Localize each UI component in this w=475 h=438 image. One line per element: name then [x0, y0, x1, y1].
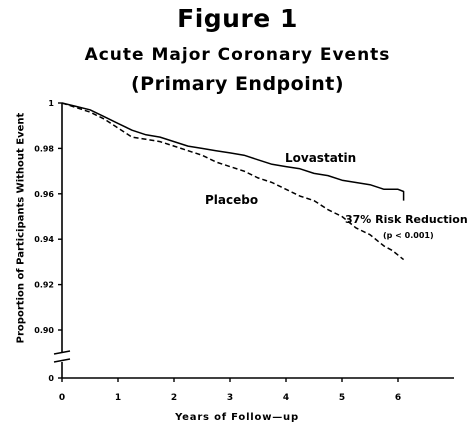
axis-break-mark: [53, 358, 71, 363]
y-axis-label: Proportion of Participants Without Event: [15, 112, 27, 344]
x-tick-label: 0: [59, 393, 65, 403]
series-label-placebo: Placebo: [205, 193, 258, 207]
axis-ticks: 1 0.98 0.96 0.94 0.92 0.90 0 0 1 2 3 4 5 6: [34, 99, 401, 403]
figure-label: Figure 1: [177, 4, 298, 33]
x-tick-label: 2: [171, 393, 177, 403]
x-tick-label: 6: [395, 393, 401, 403]
chart-title: Acute Major Coronary Events: [84, 45, 391, 65]
x-axis-label: Years of Follow—up: [175, 412, 299, 423]
y-tick-label: 0.94: [34, 235, 54, 244]
y-tick-label: 0: [48, 374, 54, 383]
x-tick-label: 1: [115, 393, 121, 403]
axis-break-mark: [53, 350, 71, 355]
annotation-risk-reduction: 37% Risk Reduction: [345, 213, 468, 226]
chart-subtitle: (Primary Endpoint): [130, 73, 345, 95]
x-tick-label: 3: [227, 393, 233, 403]
series-line-placebo: [61, 102, 405, 261]
y-tick-label: 0.90: [34, 326, 54, 335]
y-tick-label: 1: [48, 99, 54, 108]
series-label-lovastatin: Lovastatin: [285, 151, 356, 165]
annotation-p-value: (p < 0.001): [383, 231, 434, 240]
y-tick-label: 0.96: [34, 190, 54, 199]
y-tick-label: 0.98: [34, 144, 54, 153]
axes: [53, 103, 454, 379]
y-tick-label: 0.92: [34, 281, 54, 290]
series-layer: [61, 102, 405, 261]
series-line-lovastatin: [61, 102, 405, 201]
x-tick-label: 4: [283, 393, 289, 403]
x-tick-label: 5: [339, 393, 345, 403]
